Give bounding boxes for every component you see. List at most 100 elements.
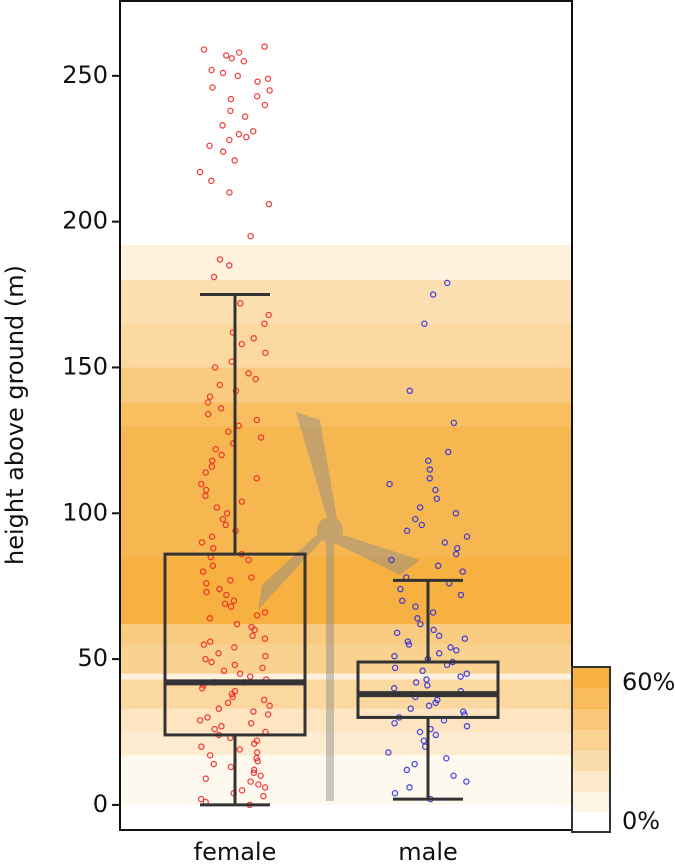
data-point bbox=[233, 620, 241, 628]
data-point bbox=[450, 419, 458, 427]
data-point bbox=[253, 612, 261, 619]
data-point bbox=[247, 778, 254, 785]
data-point bbox=[204, 714, 211, 721]
data-point bbox=[204, 410, 212, 418]
data-point bbox=[208, 457, 216, 465]
data-point bbox=[385, 749, 392, 756]
data-point bbox=[253, 416, 261, 424]
height-band bbox=[120, 402, 572, 426]
data-point bbox=[391, 790, 399, 797]
plot bbox=[163, 43, 500, 809]
data-point bbox=[393, 629, 401, 637]
data-point bbox=[457, 673, 464, 680]
data-point bbox=[223, 510, 231, 517]
data-point bbox=[202, 655, 209, 663]
data-point bbox=[425, 702, 433, 710]
data-point bbox=[252, 375, 259, 383]
data-point bbox=[209, 562, 217, 570]
height-band bbox=[120, 755, 572, 805]
data-point bbox=[265, 311, 272, 319]
data-point bbox=[407, 705, 414, 712]
data-point bbox=[404, 638, 412, 645]
data-point bbox=[250, 708, 257, 715]
data-point bbox=[266, 87, 273, 94]
x-tick-label: female bbox=[194, 838, 277, 866]
y-tick-label: 0 bbox=[93, 790, 108, 818]
data-point bbox=[210, 273, 218, 281]
data-point bbox=[424, 682, 431, 689]
data-point bbox=[247, 232, 254, 240]
data-point bbox=[198, 539, 206, 546]
data-point bbox=[254, 757, 261, 765]
colorbar-step bbox=[572, 728, 610, 750]
data-point bbox=[213, 504, 221, 511]
data-point bbox=[227, 763, 235, 771]
data-point bbox=[406, 784, 413, 791]
box bbox=[163, 552, 307, 737]
data-point bbox=[198, 743, 205, 750]
data-point bbox=[461, 635, 469, 642]
data-point bbox=[403, 766, 411, 774]
data-point bbox=[218, 451, 225, 459]
data-point bbox=[220, 667, 228, 675]
data-point bbox=[222, 52, 230, 59]
data-point bbox=[397, 585, 404, 593]
data-point bbox=[435, 632, 443, 640]
data-point bbox=[434, 562, 442, 570]
data-point bbox=[435, 650, 443, 657]
data-point bbox=[250, 335, 258, 342]
data-point bbox=[202, 775, 210, 782]
data-point bbox=[417, 620, 424, 628]
data-point bbox=[236, 746, 244, 753]
height-band bbox=[120, 244, 572, 280]
data-point bbox=[206, 752, 214, 759]
data-point bbox=[412, 603, 419, 610]
data-point bbox=[200, 641, 208, 648]
data-point bbox=[452, 510, 460, 517]
colorbar-step bbox=[572, 811, 610, 832]
data-point bbox=[238, 340, 246, 348]
data-point bbox=[224, 699, 232, 707]
y-tick-label: 200 bbox=[62, 207, 108, 235]
data-point bbox=[260, 696, 268, 704]
data-point bbox=[196, 168, 204, 176]
data-point bbox=[226, 136, 233, 144]
data-point bbox=[250, 769, 258, 777]
data-point bbox=[212, 445, 219, 453]
data-point bbox=[443, 755, 450, 762]
data-point bbox=[426, 475, 433, 482]
data-point bbox=[206, 638, 214, 645]
data-point bbox=[261, 320, 268, 327]
data-point bbox=[228, 55, 235, 62]
height-band bbox=[120, 557, 572, 625]
plot-frame bbox=[119, 0, 573, 831]
data-point bbox=[227, 603, 235, 610]
data-point bbox=[208, 177, 215, 185]
data-point bbox=[253, 749, 261, 756]
height-band bbox=[120, 425, 572, 558]
data-point bbox=[265, 200, 273, 208]
data-point bbox=[253, 92, 261, 100]
data-point bbox=[241, 113, 249, 120]
colorbar-label: 60% bbox=[622, 668, 675, 696]
data-point bbox=[245, 370, 252, 377]
data-point bbox=[262, 652, 269, 660]
data-point bbox=[264, 75, 272, 82]
data-point bbox=[457, 591, 465, 599]
colorbar-step bbox=[572, 790, 610, 812]
data-point bbox=[227, 95, 235, 103]
colorbar-label: 0% bbox=[622, 807, 660, 835]
data-point bbox=[261, 43, 268, 50]
data-point bbox=[235, 130, 243, 138]
data-point bbox=[206, 615, 214, 622]
data-point bbox=[226, 189, 233, 196]
data-point bbox=[429, 291, 437, 298]
data-point bbox=[219, 515, 227, 523]
data-point bbox=[391, 652, 398, 660]
data-point bbox=[261, 635, 269, 642]
data-point bbox=[388, 556, 395, 564]
wind-turbine bbox=[258, 412, 420, 801]
data-point bbox=[261, 784, 269, 791]
data-point bbox=[405, 641, 413, 648]
data-point bbox=[227, 107, 234, 115]
